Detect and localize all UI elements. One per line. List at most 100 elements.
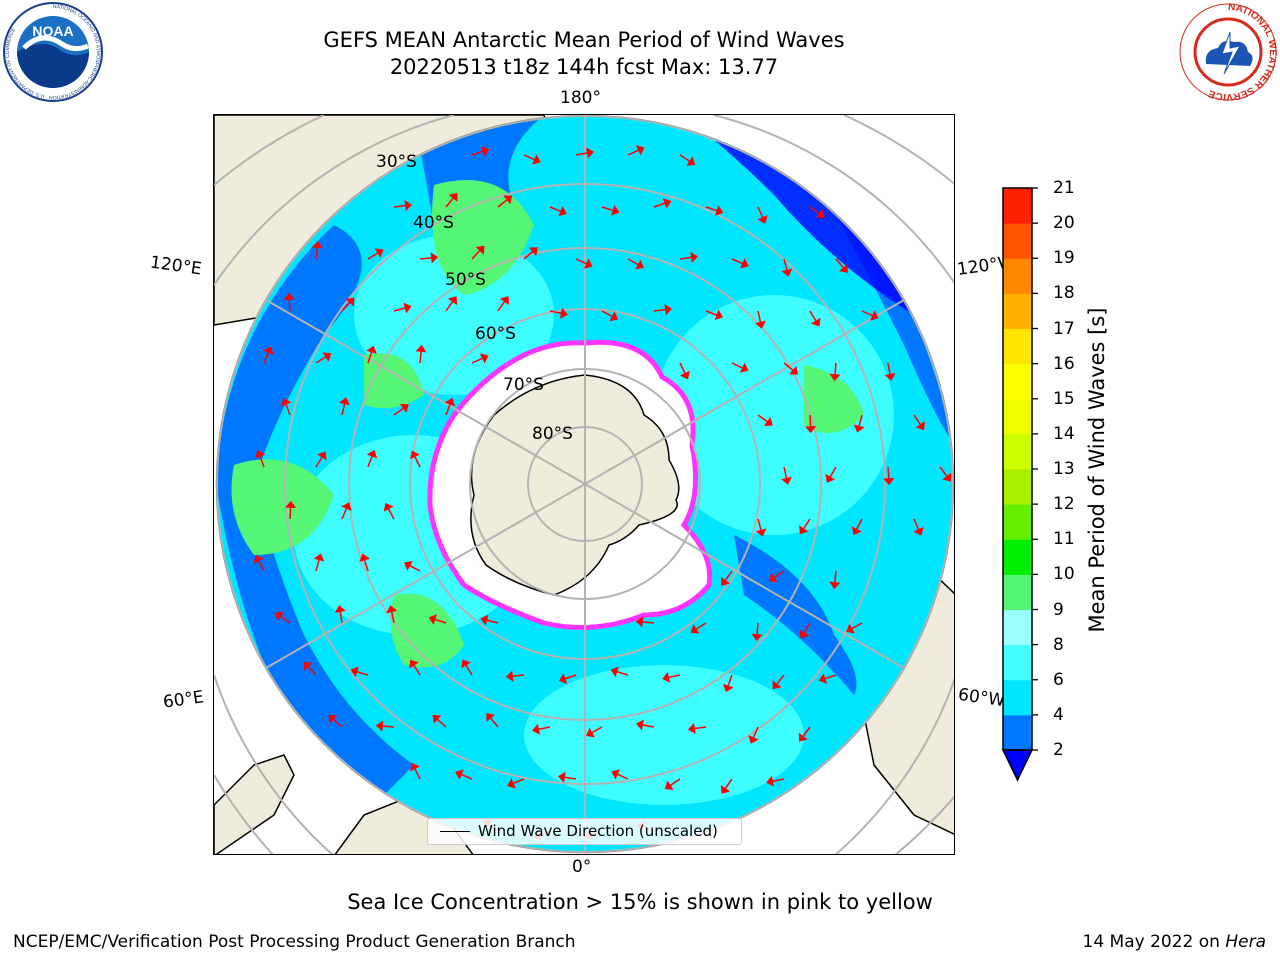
wave-direction-arrow	[512, 778, 525, 785]
wave-direction-arrow	[497, 300, 506, 312]
wave-period-map	[214, 115, 954, 854]
wave-direction-arrow	[367, 351, 373, 364]
wave-direction-arrow	[523, 154, 536, 161]
wave-direction-arrowhead	[766, 775, 775, 787]
wave-direction-arrowhead	[804, 425, 817, 434]
wave-direction-arrowhead	[350, 666, 359, 678]
wave-direction-arrowhead	[475, 245, 485, 255]
map-subtitle: 20220513 t18z 144h fcst Max: 13.77	[389, 55, 779, 79]
colorbar-tick-label: 20	[1053, 213, 1075, 234]
wave-direction-arrowhead	[690, 624, 700, 634]
wave-direction-arrowhead	[687, 723, 696, 735]
wave-direction-arrow	[642, 724, 655, 728]
wave-direction-arrow	[783, 362, 794, 372]
wave-direction-arrowhead	[499, 296, 510, 305]
wave-direction-arrow	[436, 718, 447, 728]
wave-direction-arrow	[497, 198, 508, 208]
wave-direction-arrow	[315, 456, 323, 468]
wave-direction-arrow	[724, 778, 733, 790]
wave-direction-arrow	[259, 455, 265, 468]
wave-direction-arrow	[486, 619, 499, 624]
footer-date-text: 14 May 2022 on	[1082, 932, 1220, 952]
wave-direction-arrowhead	[751, 633, 763, 642]
wave-direction-arrowhead	[664, 780, 674, 790]
wave-direction-arrow	[756, 622, 759, 636]
wave-direction-arrowhead	[403, 560, 413, 571]
wave-direction-arrowhead	[486, 713, 496, 722]
wave-direction-arrowhead	[280, 397, 292, 407]
wave-direction-arrow	[549, 206, 562, 213]
wave-direction-arrow	[601, 310, 613, 318]
wave-direction-arrow	[471, 357, 484, 364]
wave-direction-arrowhead	[772, 680, 782, 690]
wave-direction-arrow	[757, 518, 762, 531]
wave-direction-arrow	[393, 204, 407, 208]
wave-direction-arrow	[289, 506, 292, 520]
wave-direction-arrowhead	[366, 345, 377, 355]
wave-direction-arrow	[627, 258, 639, 266]
wave-direction-arrow	[393, 407, 405, 416]
wave-direction-arrowhead	[461, 659, 471, 669]
colorbar-segment	[1003, 539, 1032, 575]
wave-direction-arrowhead	[432, 714, 442, 724]
colorbar-segment	[1003, 714, 1032, 751]
wave-direction-arrowhead	[829, 581, 841, 590]
lon-label-0: 0°	[572, 857, 592, 877]
colorbar-segment	[1003, 258, 1032, 294]
colorbar-segment	[1003, 504, 1032, 540]
wave-direction-arrow	[752, 726, 759, 739]
wave-direction-arrowhead	[664, 304, 673, 316]
wave-direction-arrow	[315, 559, 320, 572]
wave-direction-arrow	[341, 403, 346, 416]
colorbar	[1001, 187, 1038, 782]
wave-direction-arrow	[591, 726, 603, 734]
wave-direction-arrow	[783, 258, 788, 271]
wave-direction-arrowhead	[714, 309, 724, 321]
wave-direction-arrow	[783, 466, 788, 479]
colorbar-segment	[1003, 328, 1032, 365]
wave-direction-arrow	[809, 414, 812, 428]
wave-direction-arrow	[363, 559, 369, 572]
wave-direction-arrow	[829, 466, 837, 478]
colorbar-segment	[1003, 469, 1032, 505]
band-low-period-sw	[254, 688, 327, 755]
wave-direction-arrow	[465, 664, 473, 676]
wave-direction-arrow	[288, 298, 291, 312]
wave-direction-arrowhead	[404, 200, 413, 212]
wave-direction-arrow	[445, 403, 451, 416]
wave-direction-arrowhead	[253, 554, 264, 564]
wave-direction-arrowhead	[303, 661, 313, 671]
wave-direction-arrowhead	[532, 723, 541, 735]
wave-direction-arrow	[564, 776, 577, 780]
wave-direction-arrowhead	[507, 778, 516, 789]
wave-direction-arrow	[367, 455, 373, 468]
wave-direction-arrowhead	[913, 527, 924, 536]
wave-direction-arrow	[705, 206, 718, 212]
wave-direction-arrow	[412, 664, 421, 676]
wave-direction-arrow	[855, 518, 863, 530]
wave-direction-arrow	[332, 718, 343, 728]
wave-direction-arrowhead	[328, 714, 338, 724]
wave-direction-arrow	[775, 674, 785, 685]
colorbar-extend-min	[1001, 749, 1034, 782]
wave-direction-arrow	[419, 350, 422, 364]
wave-direction-arrowhead	[723, 683, 734, 693]
colorbar-segment	[1003, 293, 1032, 329]
wave-direction-arrow	[641, 621, 655, 624]
wave-direction-arrowhead	[799, 629, 809, 639]
colorbar-segment	[1003, 609, 1032, 646]
colorbar-tick-label: 16	[1053, 353, 1075, 374]
wave-direction-arrow	[834, 362, 837, 376]
wave-direction-arrowhead	[480, 146, 490, 157]
wave-direction-arrowhead	[789, 365, 799, 375]
wave-direction-arrowhead	[720, 785, 731, 794]
lat-label-80s: 80°S	[532, 424, 573, 444]
lat-label-50s: 50°S	[445, 270, 486, 290]
wave-direction-arrowhead	[341, 502, 352, 511]
wave-direction-arrow	[913, 518, 920, 531]
wave-direction-arrow	[858, 414, 863, 427]
wave-direction-arrow	[731, 362, 744, 369]
wave-direction-arrow	[434, 618, 447, 624]
wave-direction-arrowhead	[409, 659, 419, 669]
wave-direction-arrow	[341, 301, 351, 312]
